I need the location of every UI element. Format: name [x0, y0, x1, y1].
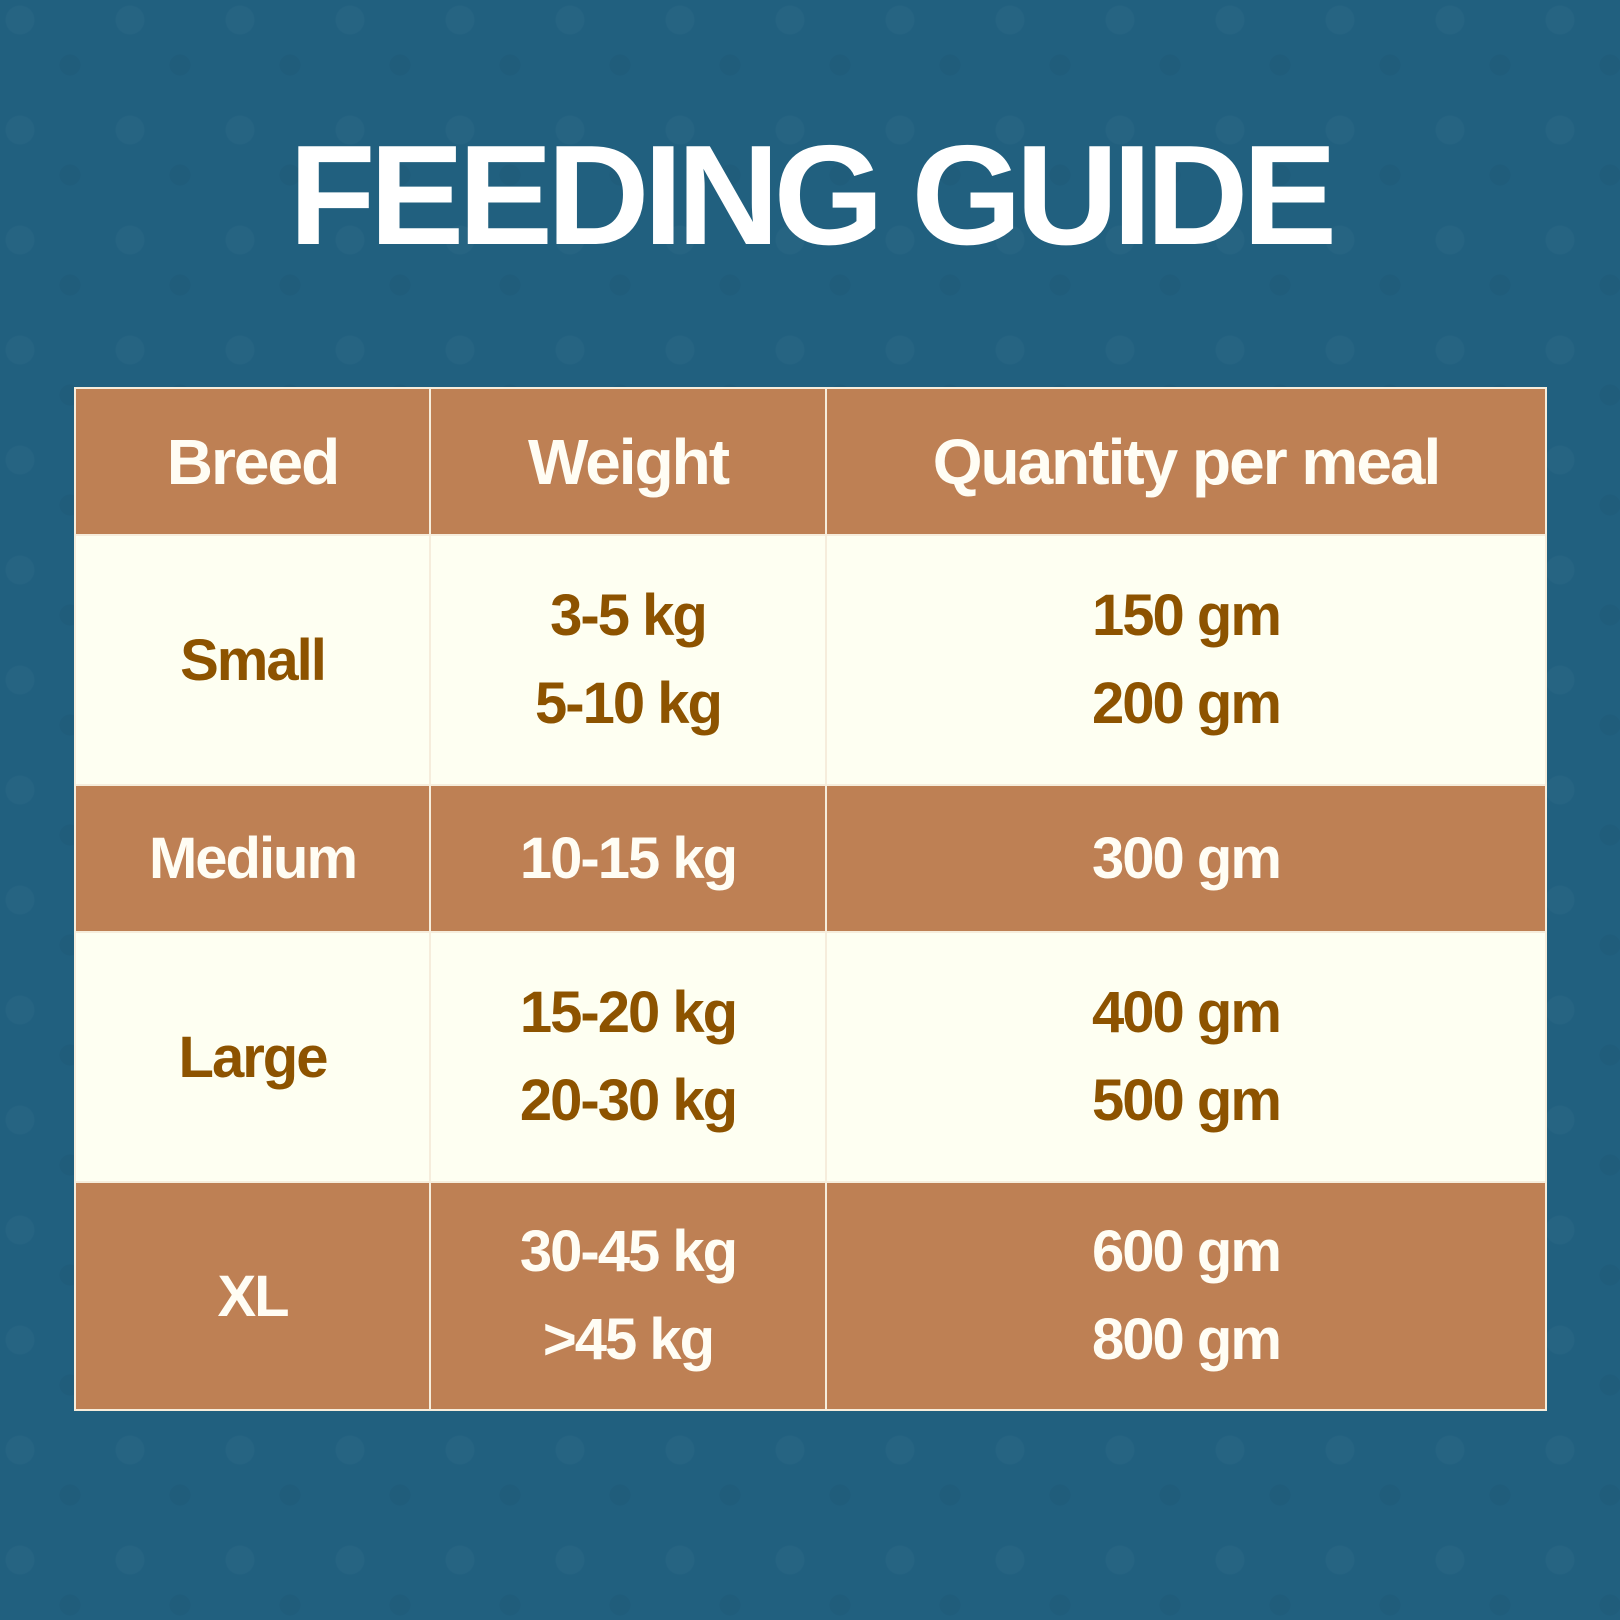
table-row: Large 15-20 kg 20-30 kg 400 gm 500 gm	[74, 931, 1547, 1183]
weight-cell: 30-45 kg >45 kg	[429, 1181, 827, 1411]
quantity-cell: 300 gm	[825, 784, 1547, 933]
quantity-value: 400 gm	[1092, 980, 1282, 1045]
quantity-value: 150 gm	[1092, 583, 1282, 648]
weight-cell: 15-20 kg 20-30 kg	[429, 931, 827, 1183]
table-header-row: Breed Weight Quantity per meal	[74, 387, 1547, 536]
quantity-cell: 400 gm 500 gm	[825, 931, 1547, 1183]
header-weight: Weight	[429, 387, 827, 536]
quantity-cell: 600 gm 800 gm	[825, 1181, 1547, 1411]
weight-value: 30-45 kg	[519, 1219, 738, 1284]
breed-cell: XL	[74, 1181, 431, 1411]
quantity-value: 300 gm	[1092, 825, 1282, 891]
table-row: Small 3-5 kg 5-10 kg 150 gm 200 gm	[74, 534, 1547, 786]
weight-value: 20-30 kg	[519, 1068, 738, 1133]
breed-cell: Small	[74, 534, 431, 786]
header-quantity: Quantity per meal	[825, 387, 1547, 536]
table-row: Medium 10-15 kg 300 gm	[74, 784, 1547, 933]
weight-value: 15-20 kg	[519, 980, 738, 1045]
quantity-value: 200 gm	[1092, 671, 1282, 736]
quantity-value: 500 gm	[1092, 1068, 1282, 1133]
quantity-value: 800 gm	[1092, 1307, 1282, 1372]
weight-value: 3-5 kg	[550, 583, 708, 648]
page-title: FEEDING GUIDE	[288, 116, 1337, 275]
weight-cell: 10-15 kg	[429, 784, 827, 933]
quantity-value: 600 gm	[1092, 1219, 1282, 1284]
header-breed: Breed	[74, 387, 431, 536]
table-row: XL 30-45 kg >45 kg 600 gm 800 gm	[74, 1181, 1547, 1411]
weight-cell: 3-5 kg 5-10 kg	[429, 534, 827, 786]
breed-cell: Large	[74, 931, 431, 1183]
feeding-guide-table: Breed Weight Quantity per meal Small 3-5…	[74, 387, 1547, 1411]
breed-cell: Medium	[74, 784, 431, 933]
weight-value: >45 kg	[542, 1307, 715, 1372]
weight-value: 10-15 kg	[519, 825, 738, 891]
weight-value: 5-10 kg	[535, 671, 723, 736]
quantity-cell: 150 gm 200 gm	[825, 534, 1547, 786]
